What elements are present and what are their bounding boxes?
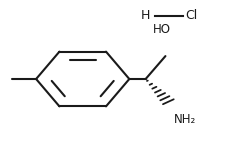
- Text: H: H: [141, 9, 150, 22]
- Text: Cl: Cl: [185, 9, 198, 22]
- Text: NH₂: NH₂: [174, 113, 196, 126]
- Text: HO: HO: [153, 23, 171, 36]
